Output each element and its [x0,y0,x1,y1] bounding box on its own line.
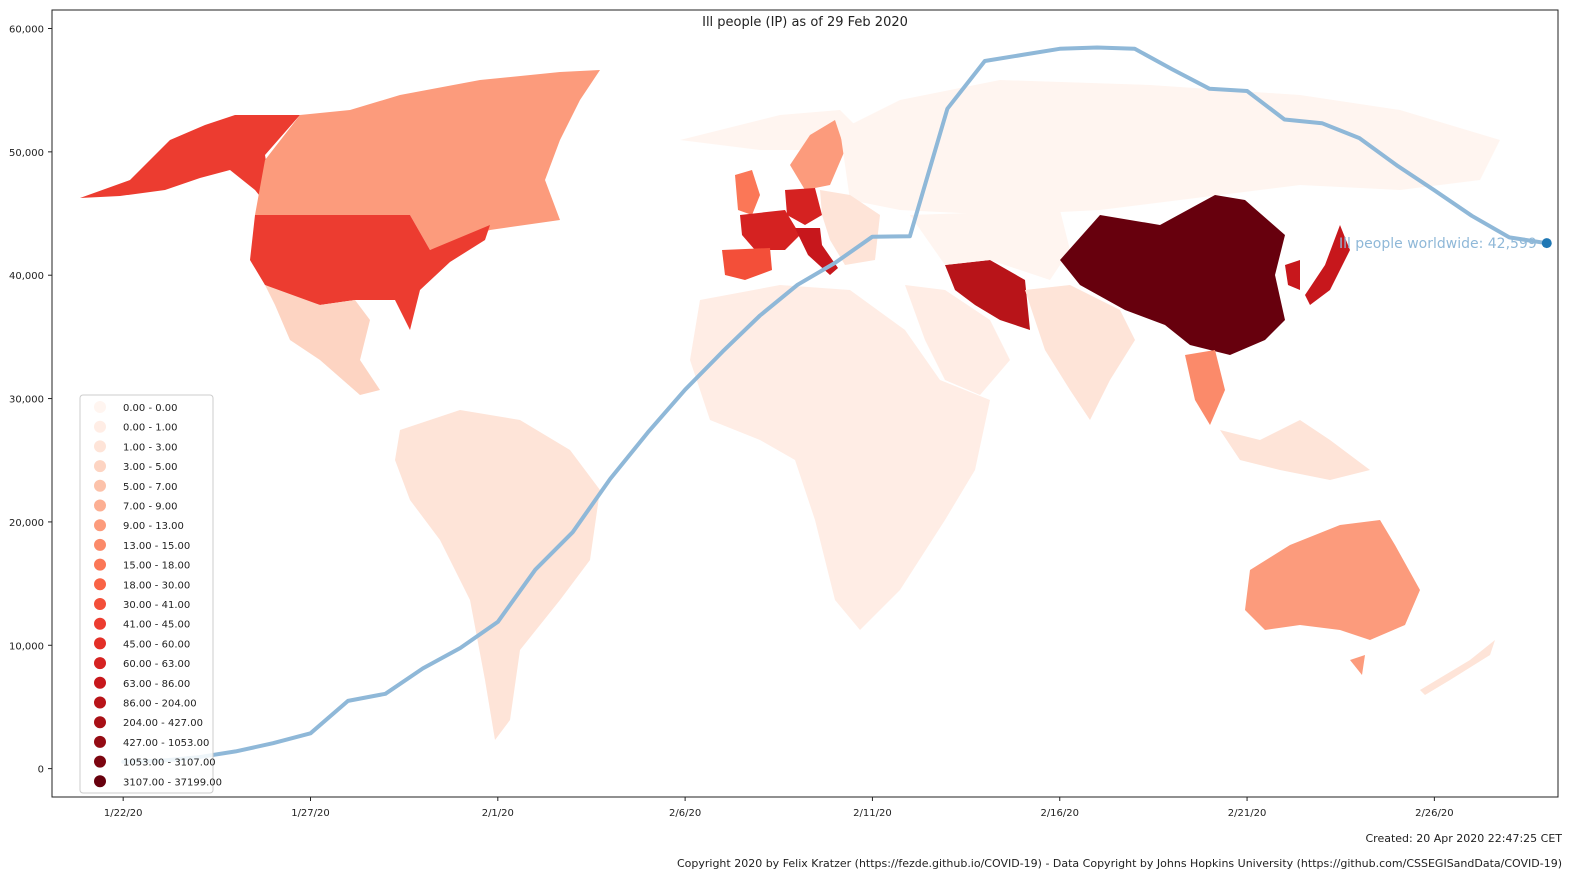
legend-label: 15.00 - 18.00 [123,561,190,572]
end-annotation: Ill people worldwide: 42,599 [1339,236,1537,252]
y-tick-label: 30,000 [9,395,44,406]
legend-label: 1.00 - 3.00 [123,442,178,453]
legend-swatch [94,657,106,670]
map-region-italy [795,228,838,275]
legend-label: 427.00 - 1053.00 [123,738,209,749]
map-region-japan [1285,225,1350,305]
map-region-thailand [1185,350,1225,425]
map-region-central-asia [910,210,1070,280]
legend-swatch [94,676,106,689]
map-region-new-zealand [1420,640,1495,695]
legend-label: 41.00 - 45.00 [123,620,190,631]
map-region-china [1060,195,1285,355]
legend-swatch [94,755,106,768]
map-region-mexico [265,285,380,395]
legend-label: 0.00 - 0.00 [123,403,178,414]
map-region-iran [945,260,1030,330]
map-region-tasmania [1350,655,1365,675]
map-region-india [1025,285,1135,420]
map-region-france [740,210,800,250]
world-map [80,70,1500,740]
y-tick-label: 50,000 [9,148,44,159]
y-tick-label: 60,000 [9,25,44,36]
legend-swatch [94,460,106,473]
legend-swatch [94,578,106,591]
legend-label: 60.00 - 63.00 [123,659,190,670]
map-region-middle-east [905,285,1010,395]
map-region-australia [1245,520,1420,640]
legend-swatch [94,637,106,650]
x-tick-label: 2/21/20 [1228,808,1267,819]
series-end-marker [1541,238,1552,249]
y-axis-ticks: 0 10,000 20,000 30,000 40,000 50,000 60,000 [9,25,52,776]
map-region-usa [250,215,490,330]
y-tick-label: 40,000 [9,271,44,282]
legend-swatch [94,696,106,709]
legend-label: 204.00 - 427.00 [123,718,203,729]
x-tick-label: 1/27/20 [291,808,330,819]
map-region-south-america [395,410,600,740]
map-region-africa [690,285,990,630]
legend-box [79,394,214,794]
legend-label: 45.00 - 60.00 [123,639,190,650]
y-tick-label: 10,000 [9,641,44,652]
x-tick-label: 2/6/20 [669,808,701,819]
legend-label: 63.00 - 86.00 [123,679,190,690]
y-tick-label: 0 [38,765,44,776]
y-tick-label: 20,000 [9,518,44,529]
legend-swatch [94,775,106,788]
x-tick-label: 2/16/20 [1040,808,1079,819]
legend-label: 0.00 - 1.00 [123,423,178,434]
legend-label: 9.00 - 13.00 [123,521,184,532]
legend-swatch [94,598,106,610]
copyright-notice: Copyright 2020 by Felix Kratzer (https:/… [676,857,1562,870]
map-region-germany [785,188,822,225]
legend-label: 13.00 - 15.00 [123,541,190,552]
legend-label: 1053.00 - 3107.00 [123,758,216,769]
plot-frame [51,9,1559,798]
map-region-europe-other [820,190,880,265]
chart-title: Ill people (IP) as of 29 Feb 2020 [702,15,908,30]
legend-swatch [94,538,106,551]
map-region-scandinavia [790,120,845,190]
legend-swatch [94,558,106,571]
map-region-uk [735,170,760,215]
legend-swatch [94,479,106,492]
map-region-alaska [80,115,300,215]
map-region-spain [722,248,772,280]
x-tick-label: 1/22/20 [104,808,143,819]
legend-label: 3107.00 - 37199.00 [123,777,222,788]
legend: 0.00 - 0.00 0.00 - 1.00 1.00 - 3.00 3.00 - … [79,394,222,794]
x-tick-label: 2/26/20 [1415,808,1454,819]
legend-swatch [94,617,106,630]
legend-swatch [94,440,106,453]
created-timestamp: Created: 20 Apr 2020 22:47:25 CET [1365,832,1563,845]
x-axis-ticks: 1/22/20 1/27/20 2/1/20 2/6/20 2/11/20 2/16/20… [104,797,1454,819]
legend-swatch [94,499,106,512]
legend-swatch [94,735,106,748]
legend-label: 30.00 - 41.00 [123,600,190,611]
legend-label: 86.00 - 204.00 [123,699,197,710]
series-line-ill-people [121,45,1549,764]
map-region-canada [255,70,600,250]
legend-swatch [94,716,106,729]
map-region-sea-islands [1220,420,1370,480]
legend-swatch [94,519,106,532]
x-tick-label: 2/11/20 [853,808,892,819]
x-tick-label: 2/1/20 [482,808,514,819]
legend-label: 3.00 - 5.00 [123,462,178,473]
legend-label: 7.00 - 9.00 [123,502,178,513]
map-region-russia [840,80,1500,215]
legend-label: 5.00 - 7.00 [123,482,178,493]
legend-label: 18.00 - 30.00 [123,580,190,591]
legend-swatch [94,401,106,413]
legend-swatch [94,420,106,433]
